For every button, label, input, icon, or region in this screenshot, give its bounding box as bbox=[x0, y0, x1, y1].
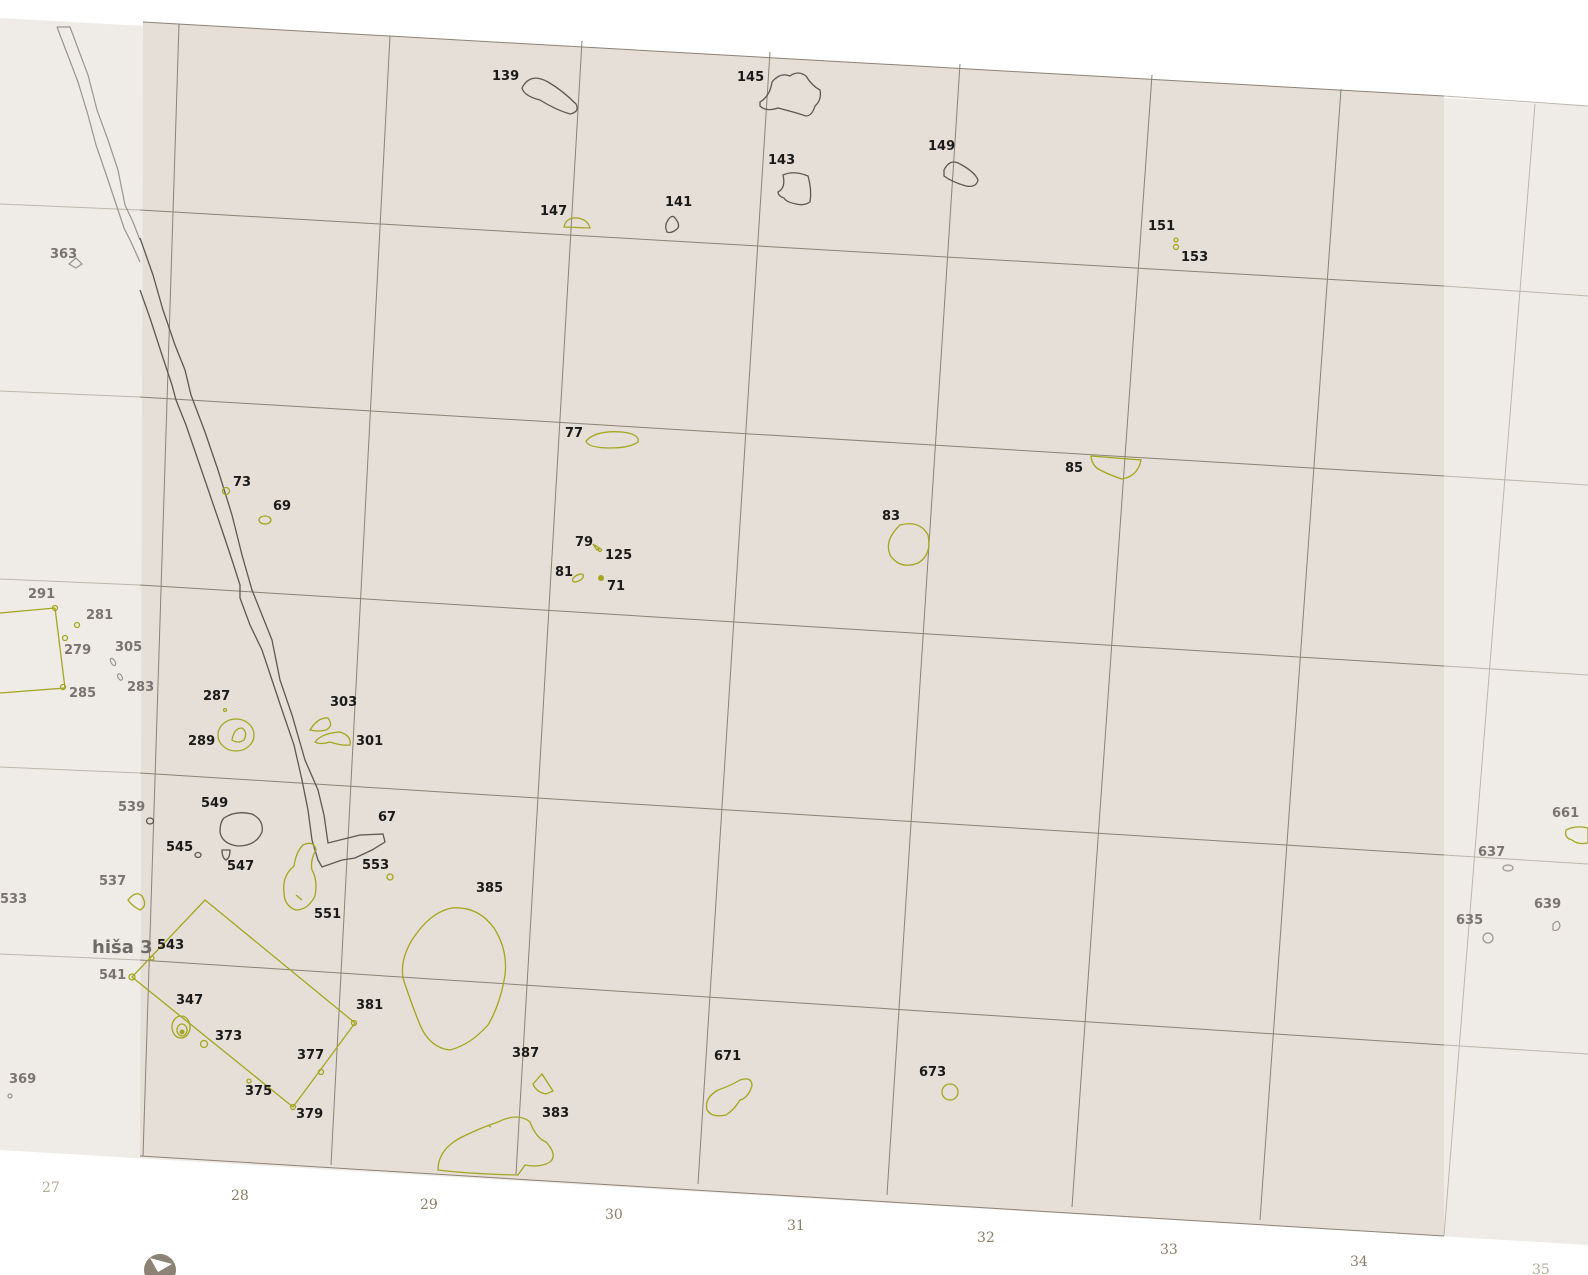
feature-label: 545 bbox=[166, 840, 193, 855]
feature-label: 539 bbox=[118, 800, 145, 815]
column-label: 28 bbox=[231, 1188, 249, 1204]
feature-label: 279 bbox=[64, 643, 91, 658]
structure-features bbox=[145, 72, 979, 861]
grid-vertical bbox=[142, 23, 1536, 1237]
feature-label: 549 bbox=[201, 796, 228, 811]
feature-label: 661 bbox=[1552, 806, 1579, 821]
feature-label: 141 bbox=[665, 195, 692, 210]
feature-label: 637 bbox=[1478, 845, 1505, 860]
feature-label: 79 bbox=[575, 535, 593, 550]
feature-label: 377 bbox=[297, 1048, 324, 1063]
feature-label: 639 bbox=[1534, 897, 1561, 912]
column-label: 34 bbox=[1350, 1254, 1368, 1270]
linear-trench-feature-main bbox=[139, 237, 386, 868]
feature-label: 145 bbox=[737, 70, 764, 85]
grid-column-labels: 27 28 29 30 31 32 33 34 35 bbox=[42, 1180, 1550, 1275]
feature-label: 85 bbox=[1065, 461, 1083, 476]
feature-label: 541 bbox=[99, 968, 126, 983]
feature-label: 149 bbox=[928, 139, 955, 154]
feature-label: 73 bbox=[233, 475, 251, 490]
feature-label: 283 bbox=[127, 680, 154, 695]
feature-label: 673 bbox=[919, 1065, 946, 1080]
feature-label: 387 bbox=[512, 1046, 539, 1061]
north-arrow-icon bbox=[144, 1254, 176, 1275]
feature-label: 363 bbox=[50, 247, 77, 262]
feature-label: 77 bbox=[565, 426, 583, 441]
feature-label: 303 bbox=[330, 695, 357, 710]
feature-label: 151 bbox=[1148, 219, 1175, 234]
feature-label: 81 bbox=[555, 565, 573, 580]
feature-label: 369 bbox=[9, 1072, 36, 1087]
feature-label: 67 bbox=[378, 810, 396, 825]
linear-trench-feature bbox=[57, 26, 141, 241]
feature-label: 381 bbox=[356, 998, 383, 1013]
feature-label: 383 bbox=[542, 1106, 569, 1121]
feature-label: 533 bbox=[0, 892, 27, 907]
feature-label: 125 bbox=[605, 548, 632, 563]
feature-label: 83 bbox=[882, 509, 900, 524]
feature-label: 375 bbox=[245, 1084, 272, 1099]
house-label: hiša 3 bbox=[92, 937, 153, 958]
column-label: 27 bbox=[42, 1180, 60, 1196]
column-label: 31 bbox=[787, 1218, 805, 1234]
feature-label: 69 bbox=[273, 499, 291, 514]
natural-features bbox=[0, 217, 1588, 1176]
feature-label: 281 bbox=[86, 608, 113, 623]
feature-label: 139 bbox=[492, 69, 519, 84]
feature-label: 289 bbox=[188, 734, 215, 749]
feature-label: 671 bbox=[714, 1049, 741, 1064]
outside-structure-features bbox=[7, 257, 1561, 1099]
feature-label: 537 bbox=[99, 874, 126, 889]
feature-label: 553 bbox=[362, 858, 389, 873]
column-label: 30 bbox=[605, 1207, 623, 1223]
feature-label: 291 bbox=[28, 587, 55, 602]
feature-label: 153 bbox=[1181, 250, 1208, 265]
column-label: 32 bbox=[977, 1230, 995, 1246]
feature-label: 305 bbox=[115, 640, 142, 655]
column-label: 29 bbox=[420, 1197, 438, 1213]
feature-label: 373 bbox=[215, 1029, 242, 1044]
feature-label: 301 bbox=[356, 734, 383, 749]
column-label: 33 bbox=[1160, 1242, 1178, 1258]
feature-label: 551 bbox=[314, 907, 341, 922]
feature-label: 347 bbox=[176, 993, 203, 1008]
trench-area bbox=[140, 22, 1444, 1236]
feature-label: 143 bbox=[768, 153, 795, 168]
feature-label: 287 bbox=[203, 689, 230, 704]
feature-label: 635 bbox=[1456, 913, 1483, 928]
column-label: 35 bbox=[1532, 1262, 1550, 1275]
feature-label: 547 bbox=[227, 859, 254, 874]
feature-label: 147 bbox=[540, 204, 567, 219]
feature-label: 379 bbox=[296, 1107, 323, 1122]
linear-trench-feature-inner bbox=[56, 26, 141, 263]
feature-label: 543 bbox=[157, 938, 184, 953]
grid-horizontal bbox=[0, 21, 1588, 1237]
feature-label: 71 bbox=[607, 579, 625, 594]
feature-labels: 139 145 143 149 147 141 151 153 363 77 8… bbox=[0, 69, 1579, 1122]
feature-label: 385 bbox=[476, 881, 503, 896]
feature-label: 285 bbox=[69, 686, 96, 701]
